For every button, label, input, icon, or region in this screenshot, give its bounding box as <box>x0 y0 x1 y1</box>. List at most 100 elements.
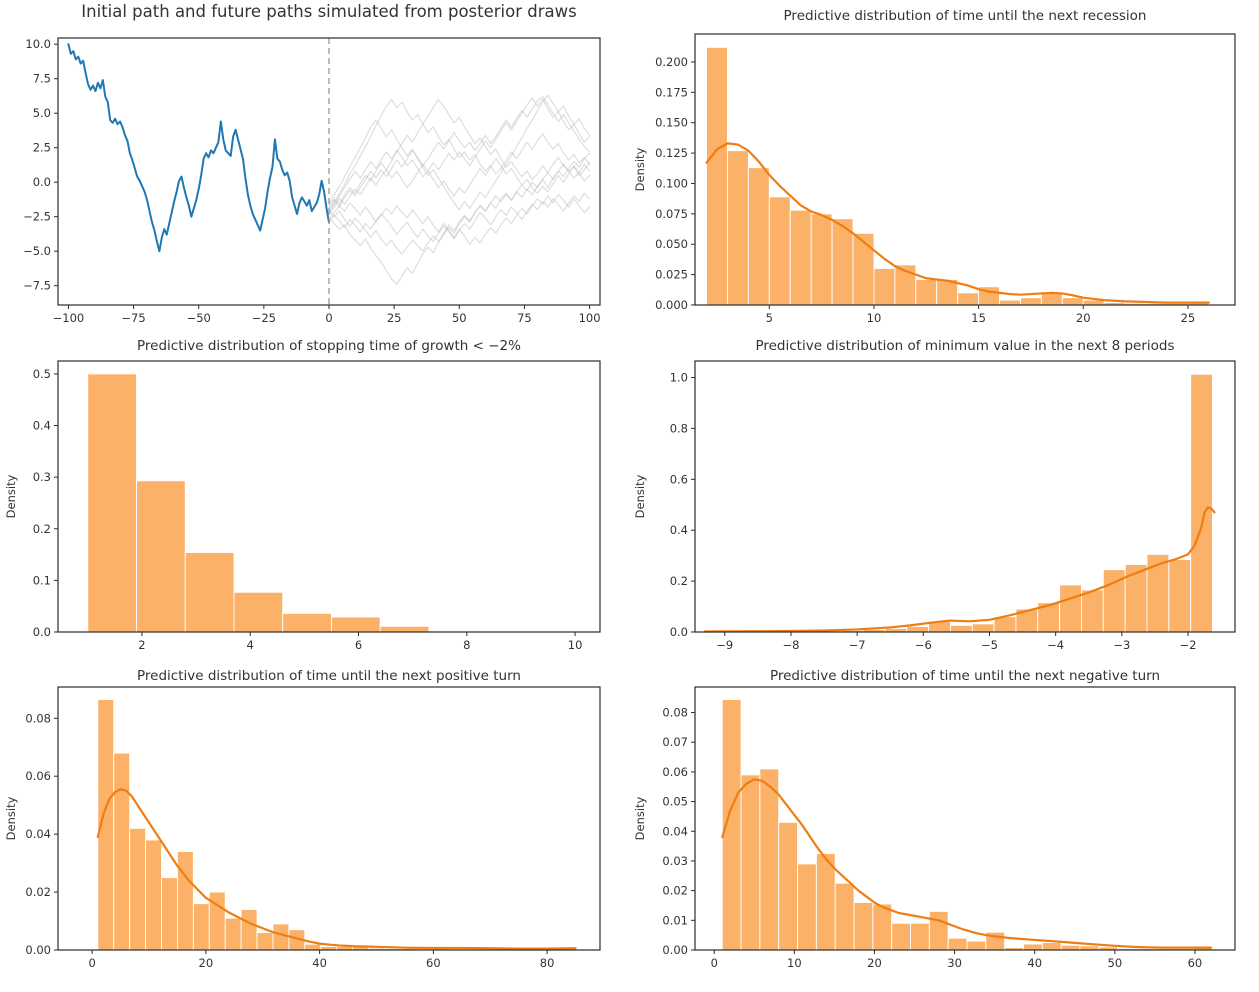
svg-text:5.0: 5.0 <box>33 106 51 120</box>
svg-text:75: 75 <box>517 311 532 325</box>
svg-text:0.02: 0.02 <box>662 884 688 898</box>
subplot-stopping-time: Predictive distribution of stopping time… <box>0 330 629 660</box>
svg-text:0.00: 0.00 <box>25 943 51 957</box>
svg-text:0: 0 <box>88 956 95 970</box>
svg-text:25: 25 <box>387 311 402 325</box>
svg-text:0.08: 0.08 <box>662 706 688 720</box>
svg-text:10: 10 <box>568 638 583 652</box>
subplot-initial-path: Initial path and future paths simulated … <box>0 0 629 330</box>
svg-text:0.8: 0.8 <box>670 421 688 435</box>
svg-text:0.00: 0.00 <box>662 943 688 957</box>
svg-text:0.025: 0.025 <box>655 268 688 282</box>
svg-text:0.05: 0.05 <box>662 795 688 809</box>
chart-title-positive-turn: Predictive distribution of time until th… <box>137 668 521 684</box>
svg-text:0.04: 0.04 <box>662 824 688 838</box>
svg-text:6: 6 <box>355 638 362 652</box>
svg-text:−75: −75 <box>121 311 145 325</box>
svg-text:1.0: 1.0 <box>670 371 688 385</box>
svg-text:0.08: 0.08 <box>25 711 51 725</box>
svg-text:−6: −6 <box>915 638 932 652</box>
svg-text:−7: −7 <box>849 638 866 652</box>
subplot-positive-turn: Predictive distribution of time until th… <box>0 660 629 992</box>
svg-text:0.1: 0.1 <box>33 573 51 587</box>
stopping-time-histogram: 2 4 6 8 10 0.0 0.1 0.2 0.3 0.4 0.5 Density <box>4 360 601 652</box>
svg-text:0.2: 0.2 <box>33 522 51 536</box>
svg-text:0.075: 0.075 <box>655 207 688 221</box>
svg-text:80: 80 <box>540 956 555 970</box>
svg-text:−4: −4 <box>1047 638 1064 652</box>
svg-text:0: 0 <box>711 956 718 970</box>
svg-text:5: 5 <box>766 311 773 325</box>
chart-title-next-recession: Predictive distribution of time until th… <box>783 8 1147 24</box>
svg-text:0.04: 0.04 <box>25 827 51 841</box>
svg-text:Density: Density <box>4 474 18 518</box>
minimum-value-histogram: −9 −8 −7 −6 −5 −4 −3 −2 0.0 0.2 0.4 0.6 0.8 1.0 Densit… <box>633 360 1236 652</box>
svg-text:0.02: 0.02 <box>25 885 51 899</box>
svg-text:0.06: 0.06 <box>25 769 51 783</box>
svg-text:15: 15 <box>971 311 986 325</box>
svg-text:100: 100 <box>579 311 601 325</box>
svg-text:0.01: 0.01 <box>662 913 688 927</box>
svg-text:20: 20 <box>199 956 214 970</box>
svg-text:0.4: 0.4 <box>33 419 51 433</box>
svg-text:0.0: 0.0 <box>670 625 688 639</box>
svg-text:60: 60 <box>1188 956 1203 970</box>
svg-text:0.4: 0.4 <box>670 523 688 537</box>
chart-title-minimum-value: Predictive distribution of minimum value… <box>755 338 1175 354</box>
svg-text:0.150: 0.150 <box>655 116 688 130</box>
svg-text:−2: −2 <box>1180 638 1197 652</box>
subplot-minimum-value: Predictive distribution of minimum value… <box>629 330 1259 660</box>
chart-title-negative-turn: Predictive distribution of time until th… <box>769 668 1161 684</box>
svg-text:−9: −9 <box>716 638 733 652</box>
subplot-negative-turn: Predictive distribution of time until th… <box>629 660 1259 992</box>
svg-text:60: 60 <box>426 956 441 970</box>
svg-text:0.03: 0.03 <box>662 854 688 868</box>
svg-text:50: 50 <box>1108 956 1123 970</box>
svg-text:2.5: 2.5 <box>33 141 51 155</box>
svg-text:0.3: 0.3 <box>33 470 51 484</box>
chart-title-stopping-time: Predictive distribution of stopping time… <box>137 338 521 354</box>
svg-text:0.0: 0.0 <box>33 175 51 189</box>
svg-text:−5: −5 <box>981 638 998 652</box>
svg-text:10: 10 <box>867 311 882 325</box>
svg-text:7.5: 7.5 <box>33 72 51 86</box>
svg-text:0.6: 0.6 <box>670 472 688 486</box>
svg-text:0.2: 0.2 <box>670 574 688 588</box>
svg-text:0.125: 0.125 <box>655 146 688 160</box>
svg-text:−5.0: −5.0 <box>23 244 51 258</box>
next-recession-histogram: 5 10 15 20 25 0.000 0.025 0.050 0.075 0.100 0.125 0… <box>633 33 1236 325</box>
svg-text:−100: −100 <box>53 311 85 325</box>
subplot-next-recession: Predictive distribution of time until th… <box>629 0 1259 330</box>
svg-text:40: 40 <box>1027 956 1042 970</box>
svg-text:20: 20 <box>1076 311 1091 325</box>
svg-text:10.0: 10.0 <box>25 37 51 51</box>
svg-text:0.200: 0.200 <box>655 55 688 69</box>
svg-text:40: 40 <box>312 956 327 970</box>
svg-text:4: 4 <box>247 638 254 652</box>
svg-text:0.06: 0.06 <box>662 765 688 779</box>
svg-text:−50: −50 <box>187 311 211 325</box>
chart-title-initial-path: Initial path and future paths simulated … <box>81 2 577 21</box>
svg-text:−2.5: −2.5 <box>23 210 51 224</box>
svg-text:Density: Density <box>4 796 18 840</box>
svg-text:−8: −8 <box>782 638 799 652</box>
svg-text:Density: Density <box>633 796 647 840</box>
svg-text:50: 50 <box>452 311 467 325</box>
svg-text:−25: −25 <box>252 311 276 325</box>
svg-text:0.000: 0.000 <box>655 298 688 312</box>
svg-text:0.0: 0.0 <box>33 625 51 639</box>
svg-text:−7.5: −7.5 <box>23 279 51 293</box>
svg-text:2: 2 <box>138 638 145 652</box>
svg-text:0.07: 0.07 <box>662 735 688 749</box>
svg-text:Density: Density <box>633 474 647 518</box>
svg-text:0.050: 0.050 <box>655 237 688 251</box>
negative-turn-histogram: 0 10 20 30 40 50 60 0.00 0.01 0.02 0.03 0.04 0.05 0.0… <box>633 686 1236 970</box>
svg-text:0.175: 0.175 <box>655 85 688 99</box>
svg-text:8: 8 <box>463 638 470 652</box>
svg-text:30: 30 <box>947 956 962 970</box>
svg-text:Density: Density <box>633 147 647 191</box>
svg-text:10: 10 <box>787 956 802 970</box>
svg-text:25: 25 <box>1181 311 1196 325</box>
svg-text:0: 0 <box>325 311 332 325</box>
